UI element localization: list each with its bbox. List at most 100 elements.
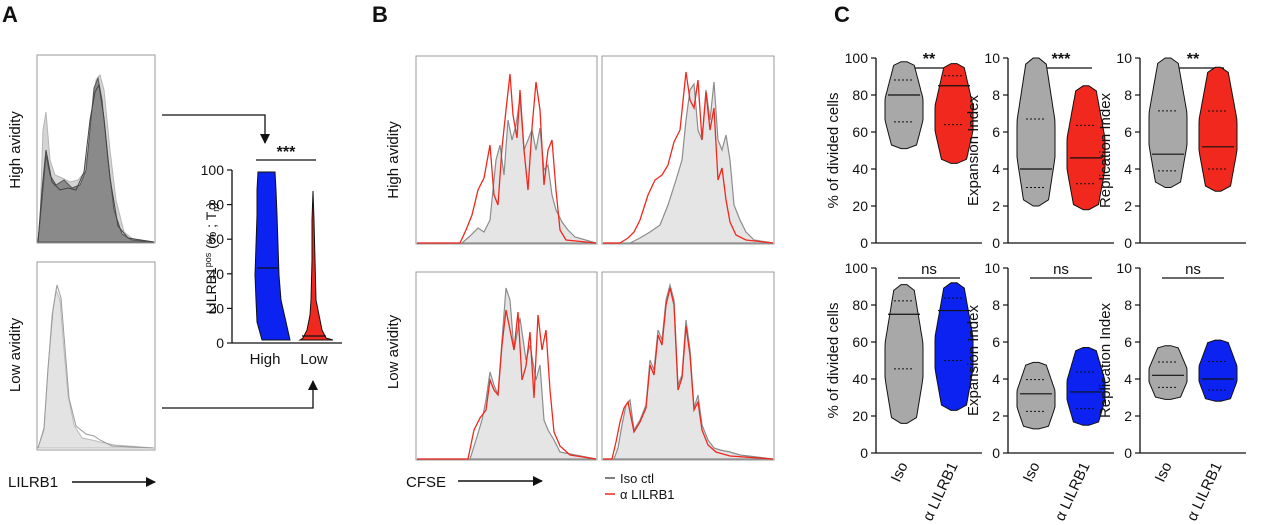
c-y-axis-label: % of divided cells	[825, 303, 842, 419]
c-ytick-label: 0	[992, 235, 1000, 251]
c-ytick-label: 10	[1116, 50, 1132, 66]
panel-c-letter: C	[834, 2, 850, 27]
b-low-avidity-label: Low avidity	[385, 314, 402, 389]
c-violin	[884, 284, 924, 424]
histogram-a-high-outline	[37, 83, 155, 243]
c-significance-label: ***	[1052, 51, 1071, 68]
c-ytick-label: 4	[992, 161, 1000, 177]
panel-b-letter: B	[372, 2, 388, 27]
histogram-b1-gray	[417, 97, 597, 244]
c-ytick-label: 4	[1124, 161, 1132, 177]
histogram-a-high-dark	[37, 76, 155, 243]
a-category-high: High	[250, 351, 281, 368]
c-chart-2: 0 2 4 6 8 10 Replication Index **	[1097, 50, 1246, 251]
c-significance-label: **	[1187, 51, 1200, 68]
c-chart-0: 0 20 40 60 80 100 % of divided cells **	[825, 50, 982, 251]
a-violin-ytick-label: 80	[208, 197, 224, 213]
a-violin-ytick-label: 40	[208, 266, 224, 282]
c-ytick-label: 4	[992, 371, 1000, 387]
histogram-frame-a-high	[36, 54, 156, 244]
c-ytick-label: 60	[852, 334, 868, 350]
c-ytick-label: 60	[852, 124, 868, 140]
c-violin	[1148, 345, 1188, 400]
c-violin	[934, 282, 974, 411]
b-histogram-low-left	[415, 271, 598, 461]
histogram-b4-red	[603, 287, 774, 460]
c-ytick-label: 6	[1124, 334, 1132, 350]
c-ytick-label: 2	[992, 408, 1000, 424]
c-ytick-label: 2	[1124, 408, 1132, 424]
c-y-axis-label: Expansion Index	[965, 95, 982, 206]
c-chart-3: 0 20 40 60 80 100 % of divided cells ns Iso α LIL…	[825, 260, 982, 524]
c-ytick-label: 80	[852, 87, 868, 103]
histogram-b4-gray	[603, 282, 774, 460]
c-ytick-label: 0	[992, 445, 1000, 461]
violin-high	[254, 171, 291, 341]
c-violin	[1066, 85, 1106, 211]
c-ytick-label: 8	[1124, 297, 1132, 313]
c-ytick-label: 6	[992, 124, 1000, 140]
c-violin	[1066, 347, 1106, 426]
b-x-axis-label: CFSE	[406, 474, 446, 491]
c-ytick-label: 4	[1124, 371, 1132, 387]
a-low-avidity-label: Low avidity	[7, 317, 24, 392]
c-x-category-label: Iso	[1152, 460, 1176, 485]
c-y-axis-label: Expansion Index	[965, 305, 982, 416]
connector-arrow-low	[162, 380, 318, 409]
c-ytick-label: 2	[1124, 198, 1132, 214]
c-y-axis-label: Replication Index	[1097, 302, 1114, 418]
c-x-category-label: α LILRB1	[1052, 460, 1094, 524]
c-significance-label: **	[923, 51, 936, 68]
c-ytick-label: 8	[992, 87, 1000, 103]
c-violin	[934, 63, 974, 164]
c-ytick-label: 10	[1116, 260, 1132, 276]
a-significance-label: ***	[277, 144, 296, 161]
c-ytick-label: 0	[860, 445, 868, 461]
b-histogram-high-right	[601, 55, 775, 245]
c-ytick-label: 100	[845, 50, 869, 66]
c-violin	[884, 61, 924, 150]
legend-anti-label: α LILRB1	[620, 487, 675, 502]
histogram-a-low-fill	[37, 288, 155, 449]
c-chart-1: 0 2 4 6 8 10 Expansion Index ***	[965, 50, 1114, 251]
c-x-category-label: Iso	[1020, 460, 1044, 485]
connector-arrow-high	[162, 114, 270, 144]
c-chart-5: 0 2 4 6 8 10 Replication Index ns Iso α LILRB1	[1097, 260, 1246, 524]
a-violin-ytick-label: 0	[216, 335, 224, 351]
c-ytick-label: 6	[992, 334, 1000, 350]
histogram-a-low-line	[37, 284, 155, 449]
a-category-low: Low	[300, 351, 328, 368]
a-violin-y-label: LILRB1pos (% ; Tn)	[203, 202, 221, 314]
c-chart-4: 0 2 4 6 8 10 Expansion Index ns Iso α LILRB1	[965, 260, 1114, 524]
c-ytick-label: 80	[852, 297, 868, 313]
panel-a-letter: A	[2, 2, 18, 27]
panel-a-violin-plot: 0 20 40 60 80 100 LILRB1pos (% ; Tn) *** High…	[201, 144, 342, 368]
panel-a-low-histogram	[36, 261, 156, 451]
c-violin	[1016, 361, 1056, 430]
b-histogram-low-right	[601, 271, 775, 461]
histogram-frame-b2	[601, 55, 775, 245]
c-ytick-label: 40	[852, 371, 868, 387]
c-ytick-label: 20	[852, 198, 868, 214]
c-x-category-label: Iso	[888, 460, 912, 485]
legend-iso-label: Iso ctl	[620, 471, 654, 486]
c-ytick-label: 10	[984, 260, 1000, 276]
c-significance-label: ns	[1185, 261, 1201, 278]
histogram-frame-b1	[415, 55, 598, 245]
c-ytick-label: 0	[1124, 235, 1132, 251]
c-ytick-label: 0	[1124, 445, 1132, 461]
c-ytick-label: 6	[1124, 124, 1132, 140]
c-ytick-label: 100	[845, 260, 869, 276]
c-ytick-label: 8	[992, 297, 1000, 313]
a-violin-ytick-label: 20	[208, 300, 224, 316]
c-violin	[1148, 57, 1188, 188]
histogram-frame-b4	[601, 271, 775, 461]
a-high-avidity-label: High avidity	[7, 111, 24, 189]
c-violin	[1198, 66, 1238, 192]
histogram-b2-red	[603, 71, 774, 244]
c-ytick-label: 10	[984, 50, 1000, 66]
c-ytick-label: 0	[860, 235, 868, 251]
violin-low	[298, 190, 334, 341]
c-ytick-label: 8	[1124, 87, 1132, 103]
